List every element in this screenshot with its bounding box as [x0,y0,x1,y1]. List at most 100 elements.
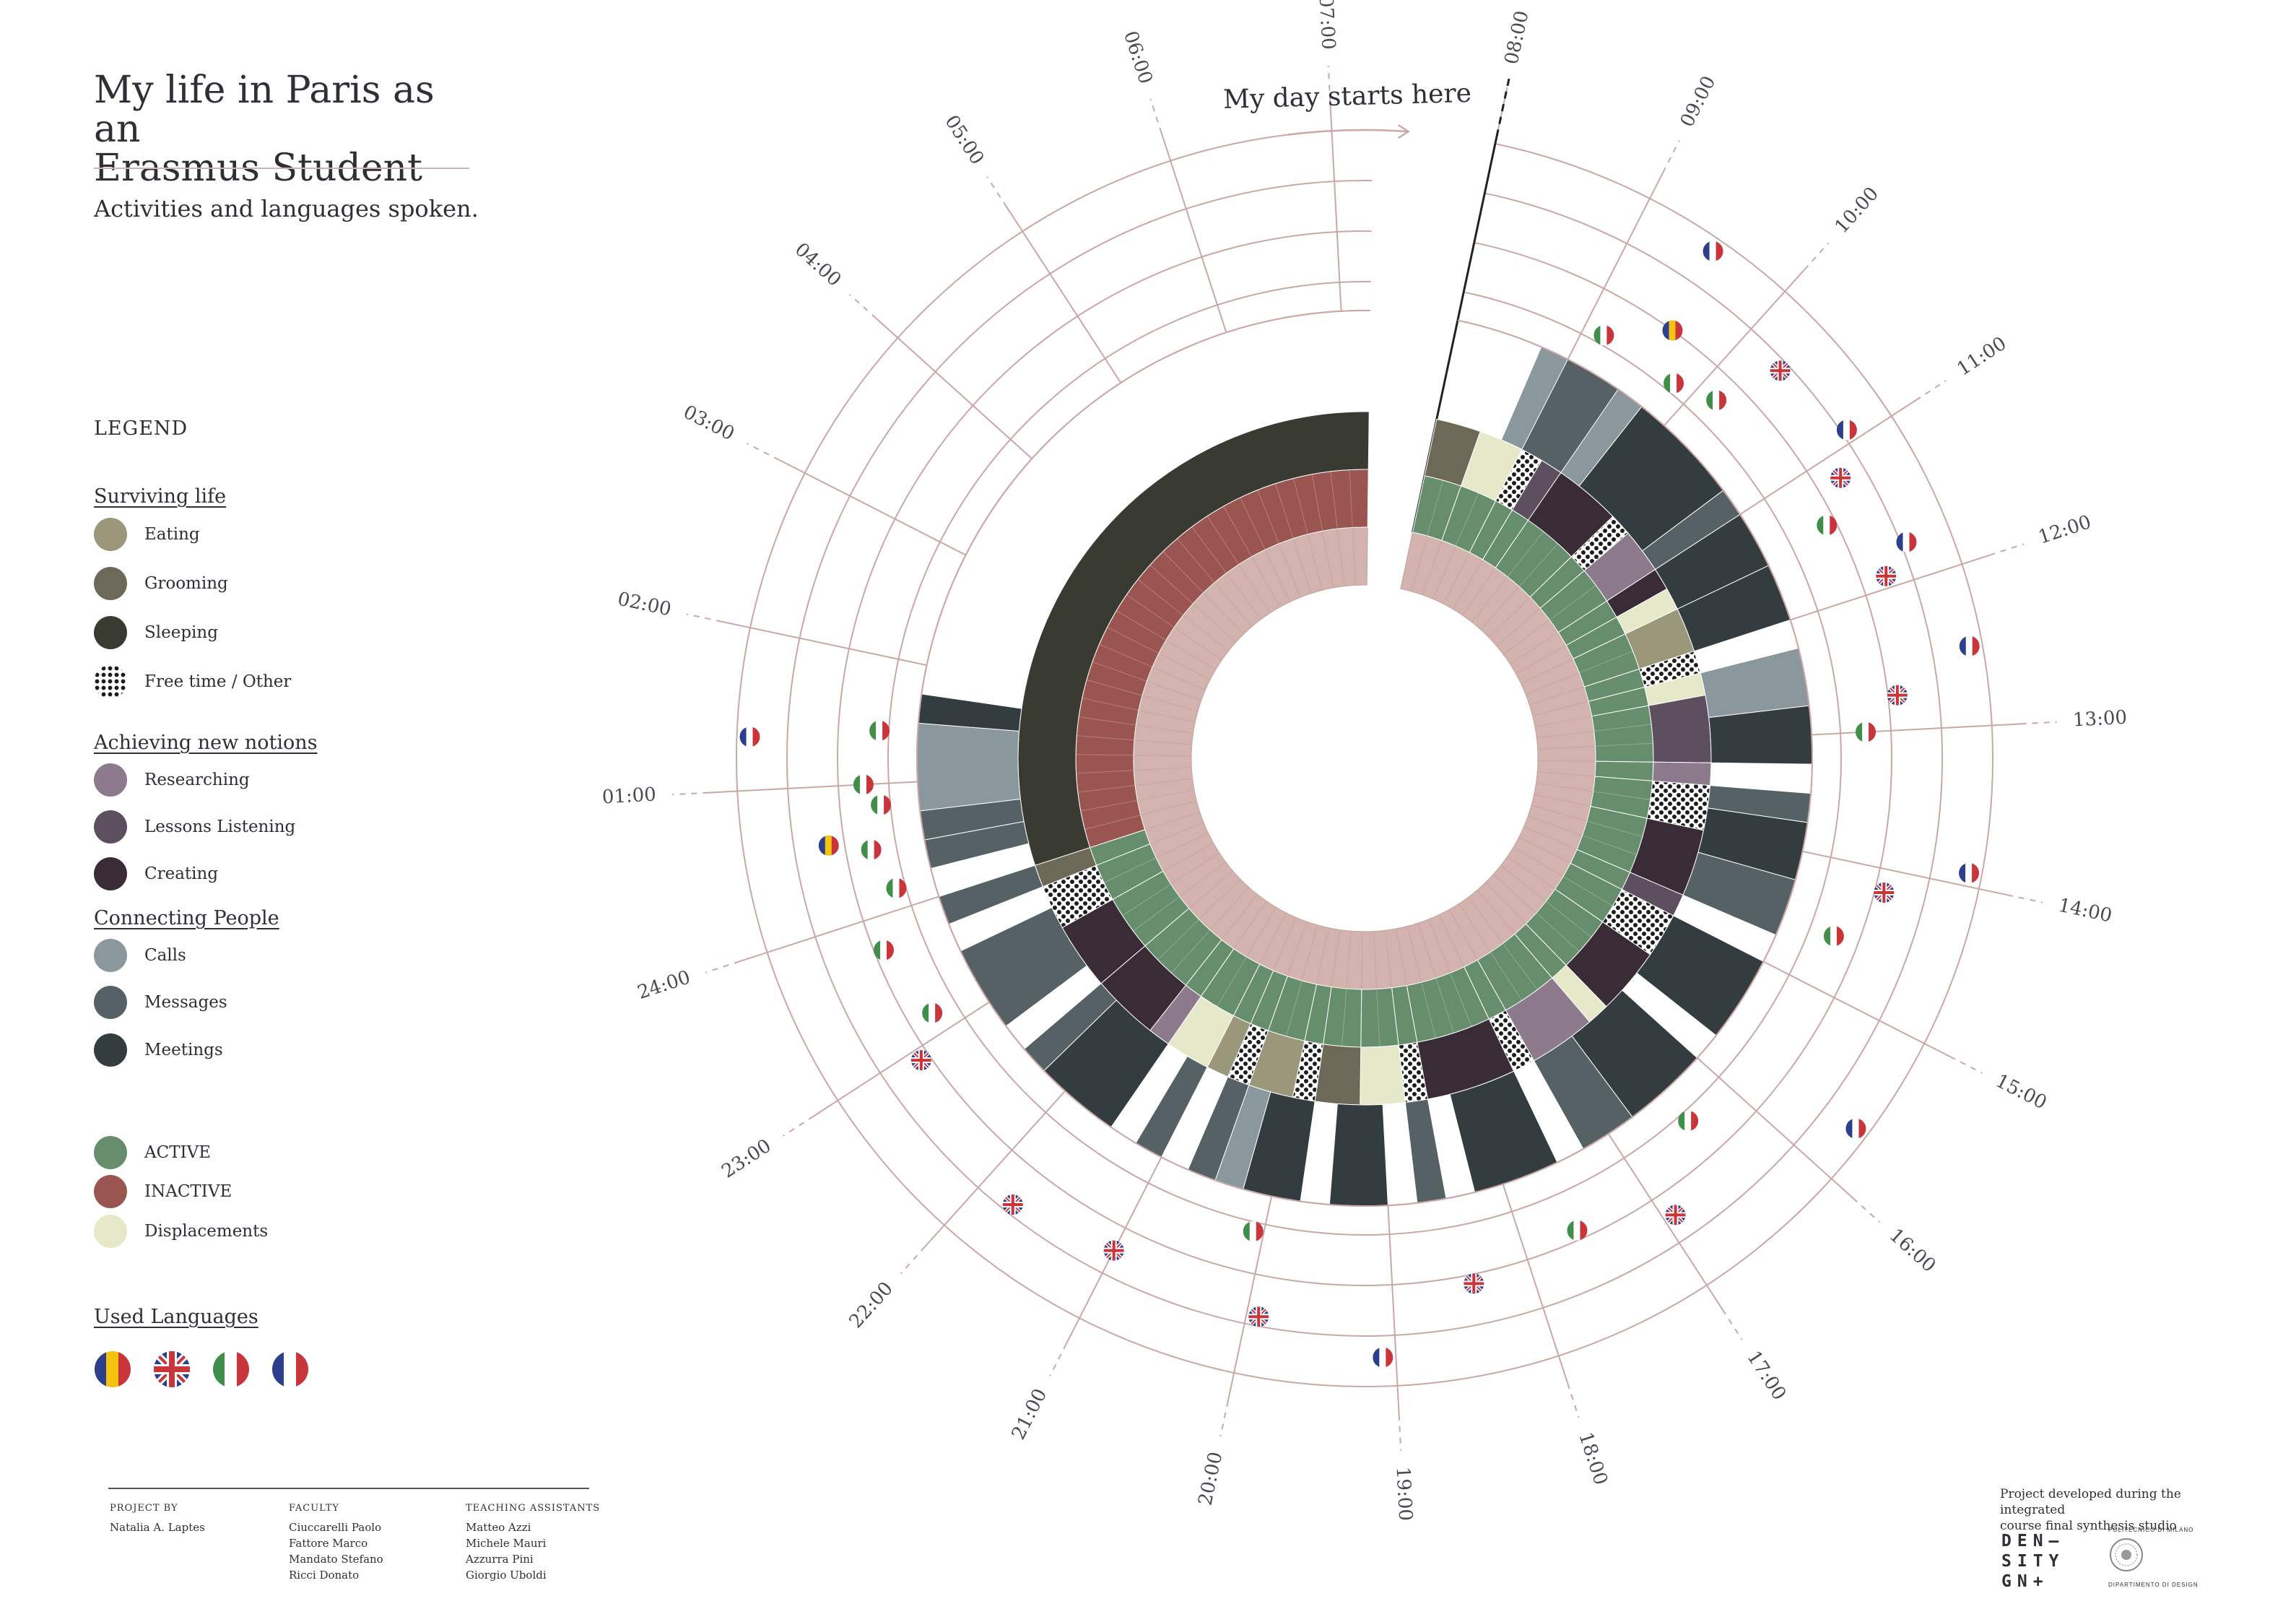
hour-line-dashed [2020,721,2057,725]
flag-body [1373,1347,1393,1368]
inner-tick [1422,540,1443,595]
legend-label: Meetings [144,1041,223,1059]
language-flags [94,1350,331,1388]
inner-tick [1192,603,1236,643]
communication-segment [1700,647,1810,719]
start-arrow-head [1398,124,1411,139]
hour-line-dashed [1721,1309,1743,1340]
language-flag-it [871,794,892,815]
language-flag-fr [1959,862,1980,883]
hour-label: 16:00 [1885,1225,1940,1277]
legend-item-freetime: Free time / Other [94,664,291,700]
inner-tick [1537,771,1596,777]
inner-tick [1373,931,1378,989]
flag-body [1662,320,1683,341]
hour-label: 24:00 [635,966,693,1004]
hour-line-dashed [986,176,1008,208]
hour-label: 17:00 [1742,1347,1790,1404]
start-annotation: My day starts here [1223,79,1471,139]
hour-label: 20:00 [1194,1450,1227,1508]
legend-section-surviving: Surviving life [94,485,227,508]
hour-line [813,1001,990,1117]
inner-tick [1292,538,1312,594]
flag-body [1830,467,1851,488]
language-flag-fr [1373,1347,1393,1368]
language-flag-it [874,940,895,960]
inner-tick [1448,909,1478,960]
inner-tick [1147,680,1201,701]
inner-tick [1462,567,1496,616]
credit-name: Mandato Stefano [289,1553,383,1566]
flag-body [1874,882,1895,903]
inner-tick [1264,549,1291,602]
hour-line-dashed [900,1246,926,1275]
inner-tick [1134,767,1192,771]
polimi-name: POLITECNICO DI MILANO [2108,1527,2194,1533]
credit-name: Natalia A. Laptes [110,1521,205,1534]
inner-tick [1507,856,1556,890]
hour-line-dashed [2006,894,2043,903]
inner-tick [1346,931,1352,989]
inner-tick [1480,586,1520,630]
hour-line-dashed [1989,543,2025,556]
state-segment [1591,705,1654,763]
language-flag-en [1876,565,1897,586]
legend-label: Calls [144,946,186,965]
hour-label: 09:00 [1677,73,1721,131]
hour-line [1739,399,1916,516]
flag-body [1665,1205,1686,1226]
inner-tick [1173,627,1222,661]
legend-label: Displacements [144,1222,269,1241]
flag-body [1706,390,1727,411]
calls-swatch [94,939,127,972]
language-flag-ro [818,835,839,856]
inner-tick [1400,532,1414,589]
hour-line-dashed [672,792,709,796]
inner-tick [1529,686,1585,706]
credits-divider [108,1488,589,1489]
flag-body [1876,565,1897,586]
freetime-swatch [94,665,127,698]
legend-label: Researching [144,771,250,789]
flag-body [1823,926,1844,947]
flag-body [1817,515,1838,536]
activity-segment [1017,411,1370,866]
flag-body [739,727,760,747]
inner-tick [1417,923,1437,979]
hour-line-dashed [1949,1056,1983,1074]
hour-line [876,318,1032,459]
legend-section-notions: Achieving new notions [94,732,318,754]
hour-label: 05:00 [940,111,988,168]
inner-tick [1411,535,1428,592]
legend-item-displacements: Displacements [94,1213,268,1249]
inner-tick [1233,901,1267,950]
communication-segment [1404,1098,1447,1204]
inner-tick [1384,930,1393,988]
inner-tick [1531,805,1588,822]
legend-label: Creating [144,864,219,883]
legend-label: Grooming [144,574,228,593]
hour-line [924,1090,1066,1247]
language-flag-fr [1836,420,1857,441]
grid-circle [735,129,1993,1387]
hour-line-dashed [686,613,723,623]
italian-flag-icon [213,1351,249,1387]
inner-tick [1144,811,1200,830]
flag-body [1703,240,1723,261]
inner-tick [1525,672,1580,695]
activity-segment [1360,1044,1406,1106]
language-flag-it [1856,721,1877,742]
hour-line [1006,207,1122,383]
hour-line [739,895,939,963]
legend-item-meetings: Meetings [94,1032,223,1068]
romanian-flag-icon [95,1351,131,1387]
inner-tick [1352,527,1356,586]
studio-note-line-1: Project developed during the integrated [2000,1487,2181,1517]
uk-flag-icon [154,1351,190,1387]
active-swatch [94,1136,127,1169]
inner-tick [1428,919,1451,973]
inner-ring [1133,526,1596,990]
inner-tick [1287,921,1308,976]
legend-label: INACTIVE [144,1182,232,1201]
communication-ring-layer [916,310,1813,1207]
